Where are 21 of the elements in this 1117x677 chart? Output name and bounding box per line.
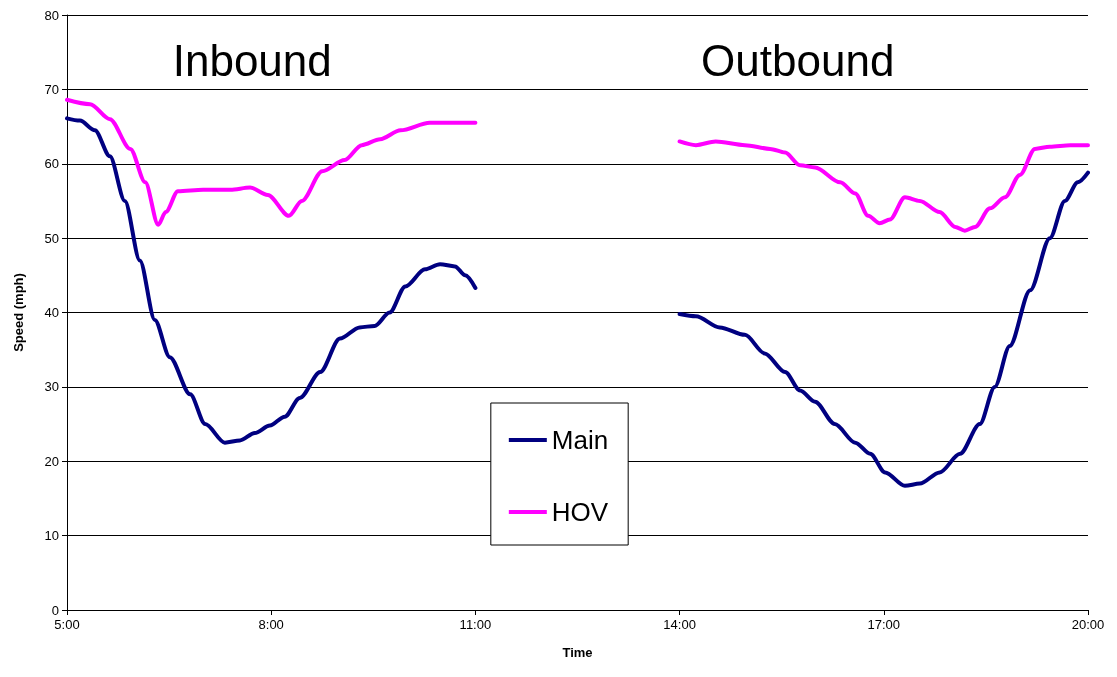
x-tick-label: 5:00	[54, 617, 80, 632]
annotation: Inbound	[172, 35, 332, 85]
x-tick-label: 20:00	[1071, 617, 1105, 632]
x-tick-label: 14:00	[663, 617, 696, 632]
annotation: Outbound	[701, 35, 895, 85]
y-tick-label: 70	[44, 81, 59, 97]
x-tick-label: 17:00	[867, 617, 901, 632]
y-tick-label: 50	[44, 230, 59, 246]
y-tick-label: 60	[44, 156, 59, 172]
y-tick-label: 40	[44, 305, 59, 320]
legend-label: Main	[551, 425, 609, 455]
legend-label: HOV	[551, 497, 609, 527]
x-tick-label: 11:00	[459, 617, 492, 632]
x-tick-label: 8:00	[258, 617, 284, 632]
y-tick-label: 30	[44, 379, 59, 395]
y-axis-title: Speed (mph)	[11, 273, 26, 352]
y-tick-label: 0	[51, 602, 59, 618]
y-tick-label: 10	[44, 528, 59, 544]
x-axis-title: Time	[562, 645, 593, 660]
y-tick-label: 80	[44, 7, 59, 23]
y-tick-label: 20	[44, 453, 59, 469]
